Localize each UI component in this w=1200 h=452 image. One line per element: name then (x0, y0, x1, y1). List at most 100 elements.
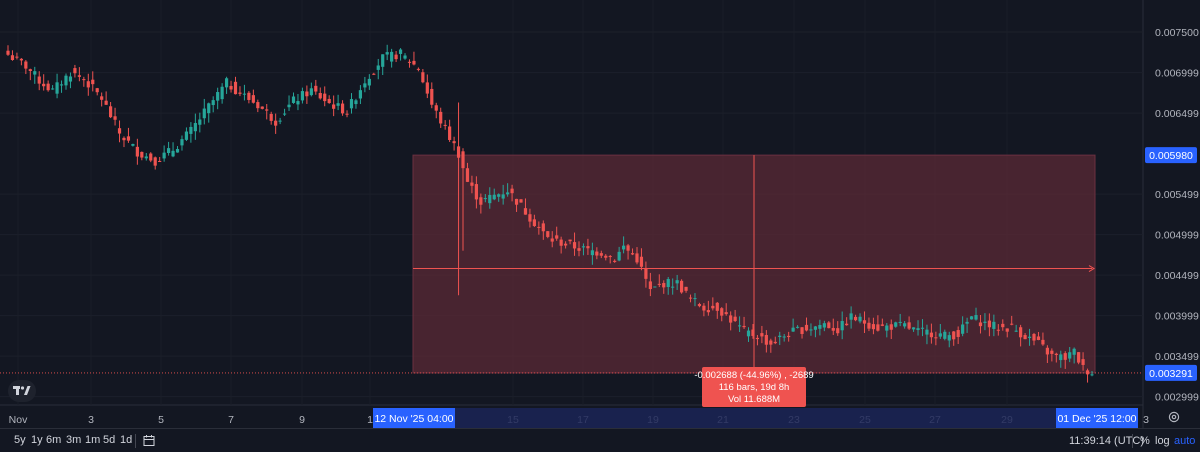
measurement-overlay: 0.005980 0.003291 12 Nov '25 04:00 01 Dec '… (373, 147, 1197, 428)
candle-body (363, 83, 367, 88)
candle-body (305, 91, 309, 97)
candle (318, 87, 322, 100)
candle-body (385, 52, 389, 55)
candle (653, 286, 657, 288)
tradingview-logo[interactable] (8, 380, 36, 402)
candle-body (6, 50, 10, 55)
candle (1010, 315, 1014, 326)
candle (95, 87, 99, 96)
range-6m-button[interactable]: 6m (46, 434, 62, 446)
measurement-area (0, 154, 1143, 383)
candle (59, 80, 64, 93)
candle-body (430, 88, 434, 105)
price-chart[interactable]: 0.007500 0.006999 0.006499 0.005499 0.004999… (0, 0, 1200, 428)
bottom-toolbar: 5y 1y 6m 3m 1m 5d 1d 11:39:14 (UTC) % lo… (0, 428, 1200, 452)
axis-settings-icon[interactable] (1168, 411, 1180, 423)
candle (207, 102, 211, 123)
range-5d-button[interactable]: 5d (103, 434, 116, 446)
candle (1001, 319, 1005, 331)
candle-body (737, 325, 742, 327)
candle-body (751, 329, 755, 336)
candle-body (55, 82, 59, 94)
candle-body (943, 331, 947, 339)
candle (10, 50, 15, 61)
candle-body (300, 91, 305, 101)
candle-body (1054, 353, 1058, 355)
candle (224, 76, 229, 94)
candle (430, 82, 434, 109)
candle-body (1001, 323, 1005, 328)
candle (519, 199, 523, 203)
candle-body (439, 111, 443, 124)
candle (626, 243, 630, 260)
x-tick-label: 5 (158, 414, 164, 426)
candle (818, 319, 822, 336)
calendar-icon[interactable] (143, 434, 156, 447)
candle (1054, 352, 1058, 363)
candle-body (688, 297, 693, 299)
price-axis[interactable]: 0.007500 0.006999 0.006499 0.005499 0.004999… (1155, 27, 1199, 404)
candle-body (697, 304, 702, 307)
candle (938, 323, 942, 339)
candle (291, 92, 296, 104)
candle (180, 135, 184, 151)
candle-body (961, 324, 965, 334)
candle-body (965, 321, 969, 324)
candle (162, 145, 166, 162)
utc-clock[interactable]: 11:39:14 (UTC) (1069, 435, 1144, 447)
candle-body (207, 103, 211, 114)
candle (1023, 333, 1027, 340)
candle-body (166, 148, 171, 154)
log-toggle[interactable]: log (1155, 435, 1170, 447)
candle (840, 311, 844, 340)
candle-body (791, 327, 795, 332)
candle (720, 307, 724, 322)
candle (46, 80, 50, 92)
candle-body (568, 239, 572, 242)
candle-body (586, 246, 590, 249)
candle (974, 307, 978, 321)
candle-body (1059, 354, 1063, 361)
candle-body (523, 208, 528, 215)
candle-body (256, 102, 260, 109)
candle (434, 102, 438, 119)
candle (233, 76, 238, 95)
candle-body (773, 341, 777, 344)
candle (1072, 347, 1076, 364)
candle-body (309, 88, 313, 96)
candle-body (836, 328, 840, 334)
candle (613, 259, 617, 263)
candle-body (1050, 350, 1054, 354)
range-1y-button[interactable]: 1y (31, 434, 43, 446)
candle-body (95, 88, 99, 93)
candle-body (1010, 323, 1014, 325)
candle (407, 59, 412, 68)
candle (483, 194, 487, 203)
candle (648, 272, 652, 297)
percent-toggle[interactable]: % (1140, 435, 1150, 447)
candle-body (662, 283, 666, 288)
range-1d-button[interactable]: 1d (120, 434, 133, 446)
candle-body (671, 286, 675, 288)
candle-body (920, 327, 925, 329)
candle-body (189, 126, 193, 134)
auto-toggle[interactable]: auto (1174, 435, 1196, 447)
candle (729, 311, 733, 331)
x-tick-label: 3 (1143, 414, 1149, 426)
candle-body (992, 321, 996, 329)
candle (131, 143, 135, 147)
candle (381, 54, 385, 76)
candle (345, 110, 349, 118)
measurement-arrow (1088, 265, 1095, 272)
candle (68, 72, 73, 89)
range-3m-button[interactable]: 3m (66, 434, 82, 446)
candle-body (604, 255, 608, 258)
candle (488, 187, 492, 209)
candle (1090, 371, 1094, 377)
range-5y-button[interactable]: 5y (14, 434, 26, 446)
range-1m-button[interactable]: 1m (85, 434, 101, 446)
candle (247, 91, 251, 104)
candle (590, 242, 594, 265)
candle (617, 246, 621, 262)
candle-body (706, 310, 710, 313)
